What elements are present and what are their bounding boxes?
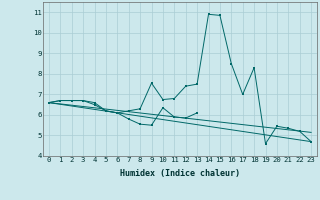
X-axis label: Humidex (Indice chaleur): Humidex (Indice chaleur) (120, 169, 240, 178)
